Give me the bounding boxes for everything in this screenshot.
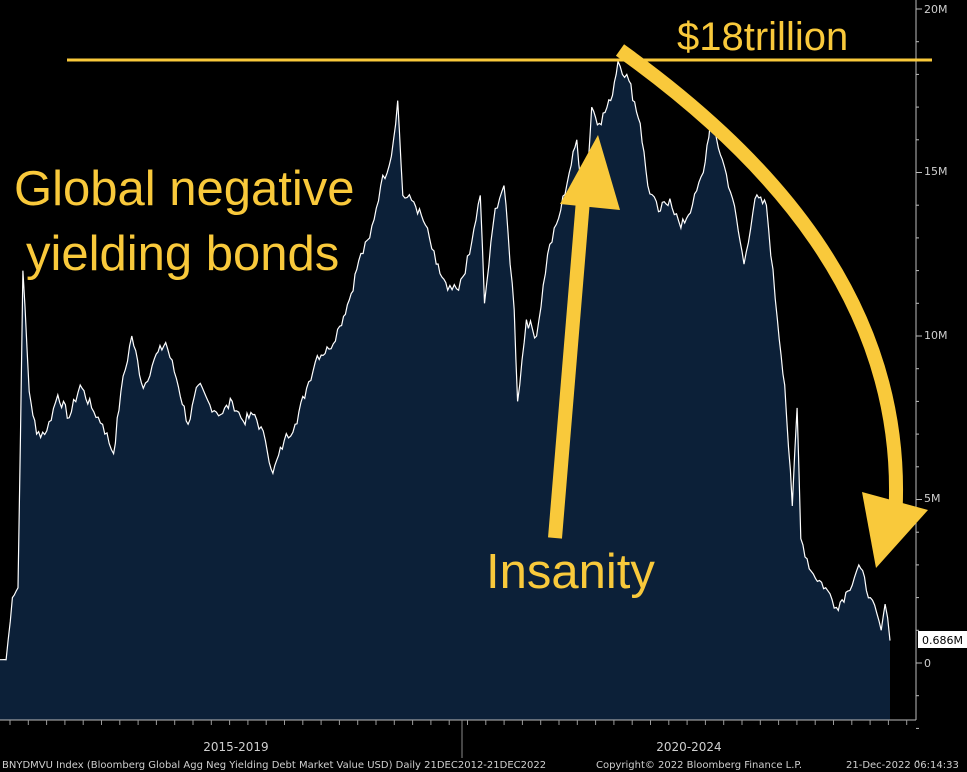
insanity-arrow-head-icon <box>560 135 620 210</box>
y-tick-label-10: 10M <box>924 329 948 342</box>
period-label-2015-2019: 2015-2019 <box>203 740 268 754</box>
footer-index-info: BNYDMVU Index (Bloomberg Global Agg Neg … <box>2 760 546 771</box>
insanity-arrow-shaft <box>548 187 591 539</box>
chart-annotation-line2: yielding bonds <box>26 227 339 281</box>
series-layer <box>0 59 891 721</box>
peak-label: $18trillion <box>677 15 848 59</box>
decline-arrow-head-icon <box>862 492 928 568</box>
y-tick-label-20: 20M <box>924 3 948 16</box>
series-line <box>0 59 891 661</box>
last-value-badge <box>918 631 967 648</box>
tick-layer <box>9 8 922 762</box>
y-tick-label-0: 0 <box>924 657 931 670</box>
y-tick-label-15: 15M <box>924 165 948 178</box>
period-label-2020-2024: 2020-2024 <box>656 740 721 754</box>
last-value-label: 0.686M <box>922 634 963 647</box>
insanity-label: Insanity <box>486 545 655 599</box>
footer-timestamp: 21-Dec-2022 06:14:33 <box>846 760 959 771</box>
footer-copyright: Copyright© 2022 Bloomberg Finance L.P. <box>596 760 802 771</box>
chart-annotation-line1: Global negative <box>14 162 355 216</box>
y-tick-label-5: 5M <box>924 492 941 505</box>
decline-arrow-curve <box>615 44 904 521</box>
series-area <box>0 61 890 721</box>
